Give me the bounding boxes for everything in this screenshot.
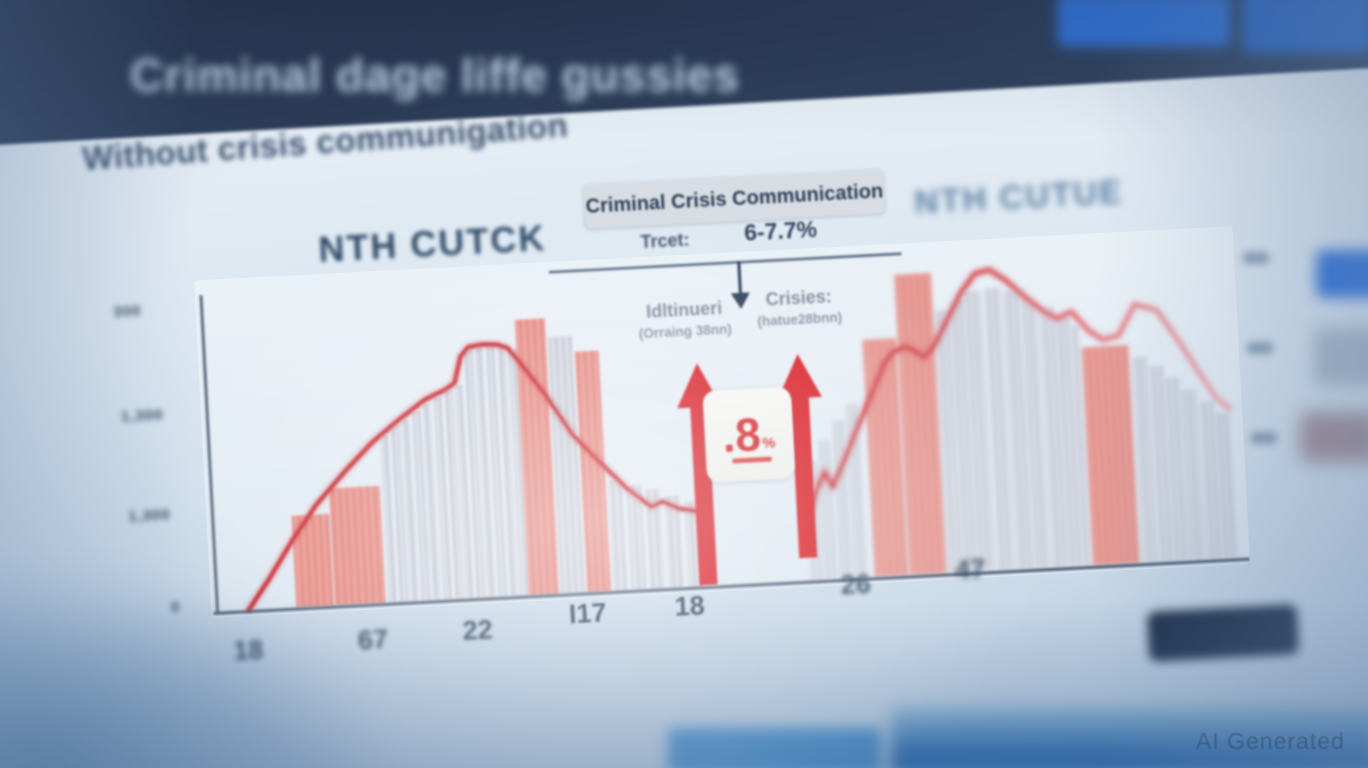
header-button-1[interactable] [1058,0,1230,46]
up-arrow-right-shaft [790,393,818,559]
down-arrow-shaft [737,260,743,296]
x-tick-label: 47 [954,553,986,586]
x-tick-label: 22 [461,614,494,646]
x-axis-line [213,557,1251,615]
up-arrow-right-head [777,354,822,400]
callout-rule [548,252,902,274]
down-arrow-head [730,292,750,309]
y-tick-label: 1,300 [127,506,172,526]
x-tick-label: 18 [673,590,706,622]
bottom-left-haze [0,560,400,768]
up-arrow-left-shaft [690,402,718,586]
y-tick-label: 300 [113,302,142,321]
impact-badge-value: .8 [721,408,763,463]
app-title: Criminal dage liffe gussies [130,49,740,101]
bottom-panel-small[interactable] [668,728,882,768]
sidebar-gray-item[interactable] [1314,328,1368,386]
sidebar-red-item[interactable] [1300,412,1368,462]
sidebar-blue-button[interactable] [1316,250,1368,298]
impact-badge-unit: % [761,433,776,452]
header-button-2[interactable] [1243,0,1368,52]
ai-generated-watermark: AI Generated [1196,728,1345,754]
badge-underline [731,456,773,464]
right-axis-smudge [1247,342,1273,354]
x-tick-label: I17 [568,597,608,630]
y-axis-line [199,295,219,613]
right-axis-smudge [1243,252,1269,264]
right-axis-smudge [1251,432,1277,444]
y-tick-label: 1,300 [120,406,164,426]
bottom-panel-large[interactable] [890,706,1368,768]
bottom-dark-button[interactable] [1146,604,1300,662]
impact-badge: .8 % [702,386,796,483]
chart-segment-after [804,266,1238,581]
x-tick-label: 26 [839,568,872,601]
